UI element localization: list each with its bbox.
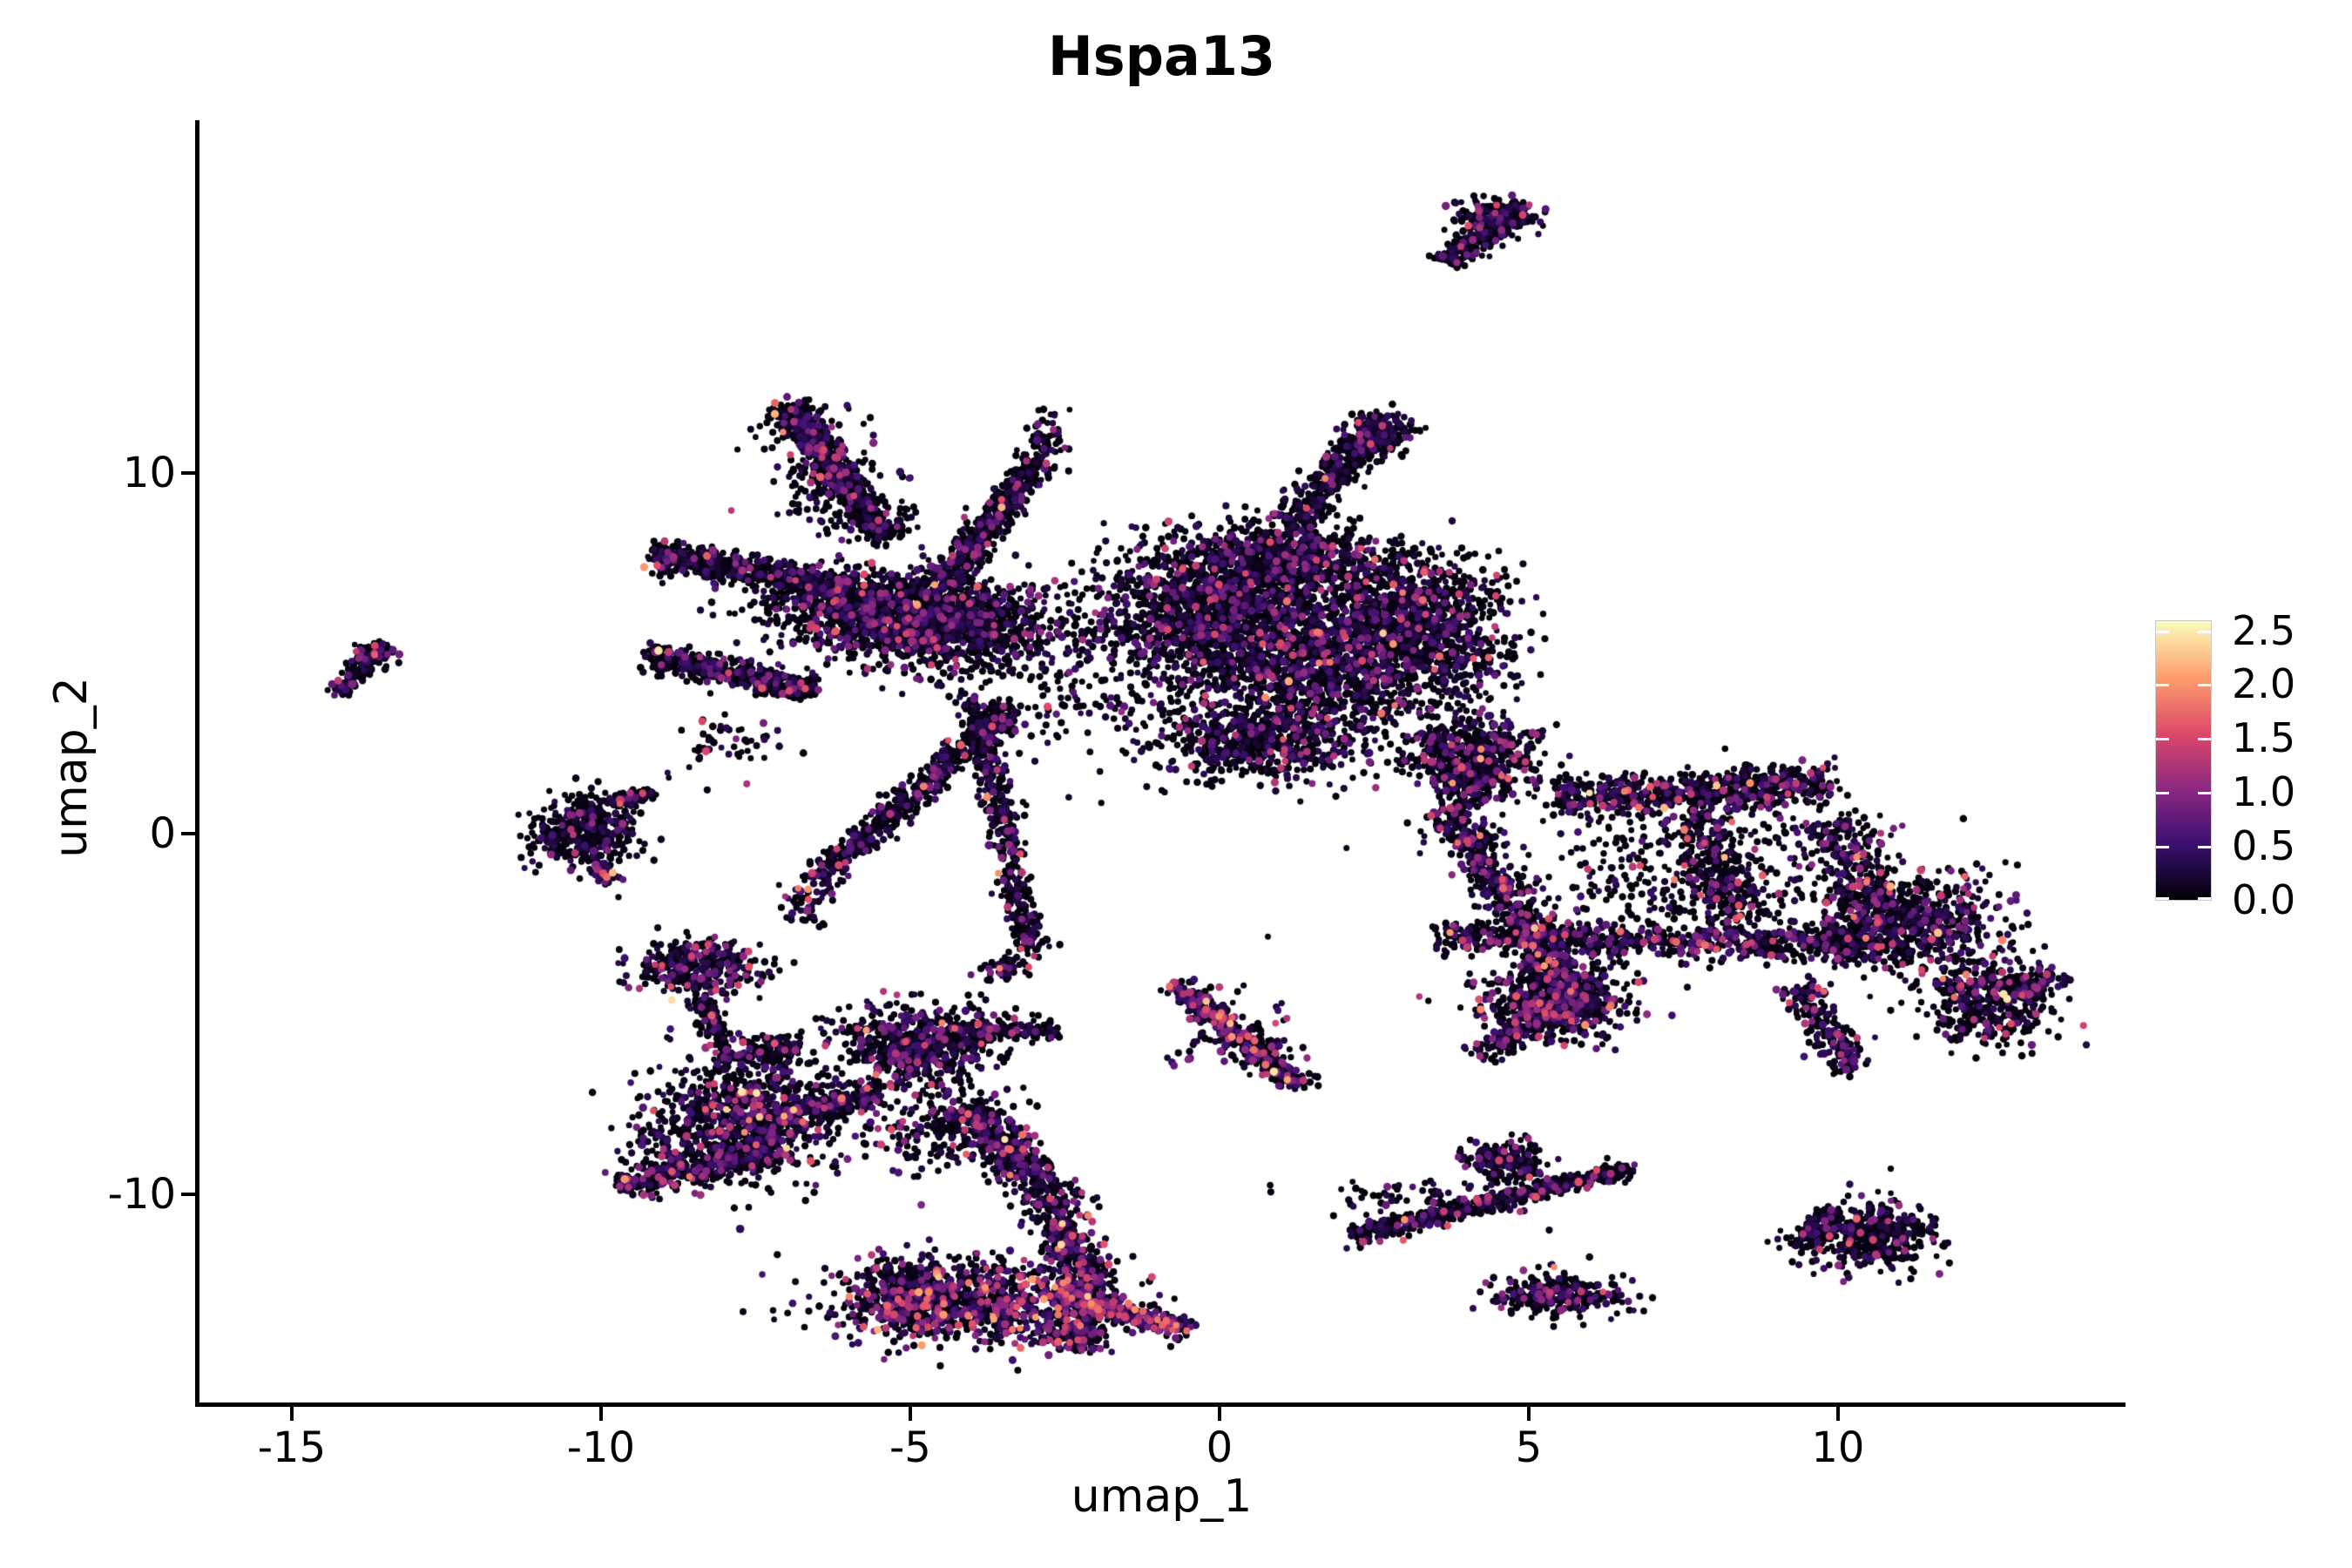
y-tick-mark [181,470,195,475]
colorbar-tick-notch [2198,846,2211,849]
y-tick-mark [181,1193,195,1197]
y-axis-line [195,120,199,1407]
x-tick-mark [1526,1407,1531,1421]
x-tick-mark [1217,1407,1221,1421]
colorbar-tick-notch [2156,630,2169,633]
y-tick-mark [181,832,195,836]
colorbar-tick-label: 2.5 [2232,606,2296,654]
colorbar-tick-label: 1.0 [2232,768,2296,816]
y-axis-label: umap_2 [45,677,98,858]
colorbar-tick-notch [2198,738,2211,741]
y-tick-label: -10 [107,1170,176,1220]
colorbar-tick-notch [2198,792,2211,795]
page-title: Hspa13 [1047,24,1276,88]
x-tick-label: 10 [1811,1423,1865,1472]
colorbar-tick-notch [2198,630,2211,633]
colorbar-tick-label: 0.5 [2232,822,2296,870]
x-axis-label: umap_1 [1071,1470,1253,1523]
colorbar-tick-notch [2156,897,2169,900]
colorbar-tick-notch [2156,684,2169,687]
colorbar-gradient [2155,620,2212,901]
x-axis-line [195,1402,2126,1407]
x-tick-label: -15 [257,1423,327,1472]
colorbar-tick-notch [2156,792,2169,795]
x-tick-mark [1835,1407,1840,1421]
x-tick-mark [289,1407,294,1421]
colorbar-tick-label: 0.0 [2232,876,2296,923]
colorbar-tick-notch [2156,846,2169,849]
colorbar-tick-label: 2.0 [2232,660,2296,708]
x-tick-label: -10 [566,1423,636,1472]
colorbar-tick-notch [2198,684,2211,687]
x-tick-mark [598,1407,603,1421]
colorbar-tick-label: 1.5 [2232,714,2296,762]
x-tick-mark [908,1407,912,1421]
y-tick-label: 0 [149,809,176,859]
x-tick-label: 5 [1515,1423,1543,1472]
colorbar-tick-notch [2156,738,2169,741]
y-tick-label: 10 [122,448,176,497]
x-tick-label: 0 [1206,1423,1233,1472]
colorbar-tick-notch [2198,897,2211,900]
x-tick-label: -5 [889,1423,931,1472]
